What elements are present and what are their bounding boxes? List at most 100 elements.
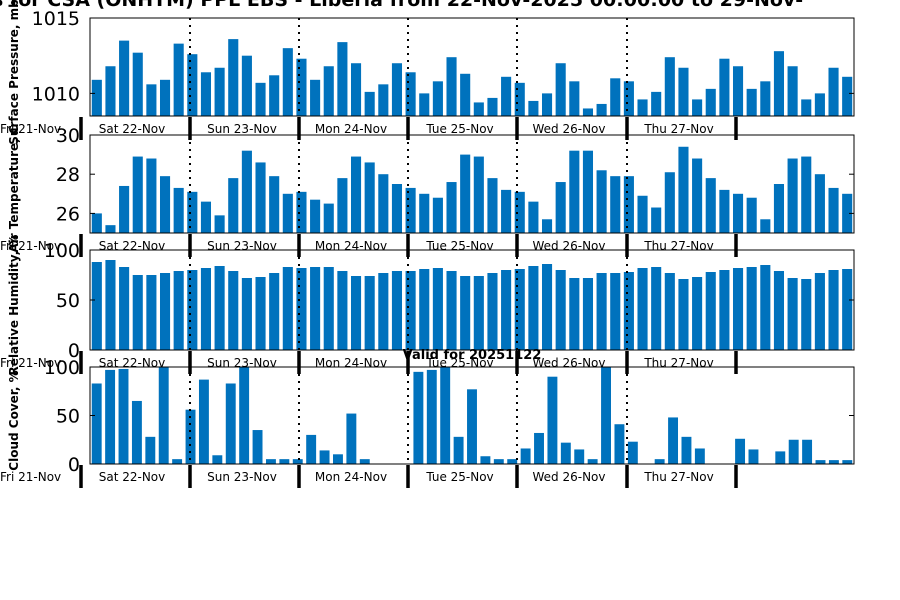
bar-p1-21 [378, 84, 389, 116]
day-label-2-4: Wed 26-Nov [533, 239, 606, 253]
bar-p3-32 [528, 266, 539, 350]
day-label-1-4: Wed 26-Nov [533, 122, 606, 136]
bar-p3-2 [119, 267, 130, 350]
bar-p3-27 [460, 276, 471, 350]
bar-p2-14 [282, 193, 293, 233]
bar-p4-18 [333, 454, 343, 464]
bar-p4-2 [118, 368, 129, 464]
ytick-label-3-1: 50 [56, 290, 80, 312]
bar-p3-19 [350, 276, 362, 350]
bar-p1-10 [228, 39, 239, 116]
bar-p4-25 [426, 369, 437, 464]
bar-p1-5 [159, 79, 171, 116]
bar-p2-44 [692, 158, 703, 233]
chart-title: s for CSA (ONHTM) PPL EBS - Liberia from… [0, 0, 803, 11]
bar-p1-39 [623, 81, 634, 116]
bar-p3-36 [582, 278, 594, 350]
day-label-3-2: Mon 24-Nov [315, 356, 387, 370]
bar-p1-1 [105, 66, 116, 116]
ylabel-4: Cloud Cover, % [7, 370, 21, 470]
bar-p4-12 [252, 430, 263, 464]
bar-p2-53 [814, 174, 825, 233]
bar-p1-27 [460, 73, 471, 116]
bar-p4-10 [225, 383, 236, 464]
bar-p1-9 [214, 67, 225, 116]
bar-p3-3 [132, 275, 143, 350]
bar-p4-34 [547, 376, 558, 464]
bar-p4-15 [292, 459, 303, 464]
day-label-4-4: Wed 26-Nov [533, 470, 606, 484]
chart-subtitle: Valid for 20251122 [403, 348, 542, 363]
bar-p2-15 [296, 191, 307, 233]
bar-p2-5 [159, 176, 171, 233]
bar-p3-28 [473, 276, 484, 350]
bar-p4-0 [91, 383, 102, 464]
bar-p1-30 [501, 76, 512, 116]
bar-p1-41 [651, 91, 662, 116]
bar-p3-11 [241, 278, 252, 350]
bar-p2-52 [801, 156, 812, 233]
ylabel-2: Air Temperature, C [7, 125, 21, 253]
bar-p2-13 [269, 176, 280, 233]
bar-p4-27 [453, 436, 464, 464]
day-label-4-3: Tue 25-Nov [425, 470, 493, 484]
bar-p4-36 [574, 449, 585, 464]
bar-p1-31 [514, 82, 525, 116]
bar-p1-20 [364, 91, 375, 116]
bar-p2-17 [323, 203, 334, 233]
ylabel-3: Relative Humidity, % [7, 235, 21, 376]
bar-p3-21 [378, 273, 389, 350]
bar-p4-16 [306, 434, 317, 464]
bar-p2-8 [200, 201, 212, 233]
day-label-4-2: Mon 24-Nov [315, 470, 387, 484]
bar-p1-14 [282, 48, 293, 116]
bar-p4-24 [413, 371, 424, 464]
bar-p2-30 [501, 189, 512, 233]
bar-p1-6 [173, 43, 184, 116]
bar-p4-20 [359, 459, 370, 464]
bar-p1-49 [760, 81, 771, 116]
bar-p2-55 [842, 193, 853, 233]
first-day-label-1: Fri 21-Nov [0, 122, 61, 136]
bar-p4-19 [346, 413, 357, 464]
bar-p2-54 [828, 187, 839, 233]
bar-p3-20 [364, 276, 375, 350]
bar-p1-46 [719, 58, 730, 116]
bar-p3-0 [91, 262, 102, 350]
bar-p1-16 [310, 79, 321, 116]
bar-p2-41 [651, 207, 662, 233]
bar-p2-33 [541, 219, 553, 233]
bar-p4-7 [185, 409, 196, 464]
day-label-1-3: Tue 25-Nov [425, 122, 493, 136]
day-label-4-0: Sat 22-Nov [99, 470, 166, 484]
day-label-1-2: Mon 24-Nov [315, 122, 387, 136]
ytick-label-3-2: 100 [44, 240, 80, 262]
bar-p3-13 [269, 273, 280, 350]
bar-p2-32 [528, 201, 539, 233]
bar-p3-14 [282, 267, 293, 350]
bar-p3-40 [637, 268, 648, 350]
day-label-1-1: Sun 23-Nov [207, 122, 277, 136]
bar-p2-37 [596, 170, 607, 233]
bar-p3-12 [255, 277, 266, 350]
bar-p3-46 [719, 270, 730, 350]
bar-p1-0 [91, 79, 102, 116]
day-label-1-5: Thu 27-Nov [643, 122, 713, 136]
bar-p3-25 [432, 268, 443, 350]
bar-p1-24 [419, 93, 430, 116]
bar-p4-40 [627, 441, 638, 464]
bar-p3-35 [569, 278, 580, 350]
bar-p2-7 [187, 191, 198, 233]
bar-p1-3 [132, 52, 143, 116]
bar-p4-14 [279, 459, 290, 464]
bar-p2-45 [705, 178, 716, 233]
bar-p3-34 [555, 270, 566, 350]
bar-p3-1 [105, 260, 116, 350]
bar-p4-54 [815, 460, 826, 464]
bar-p1-12 [255, 82, 266, 116]
bar-p3-23 [405, 271, 416, 350]
bar-p1-53 [814, 93, 825, 116]
bar-p1-35 [569, 81, 580, 116]
bar-p2-0 [91, 213, 102, 233]
